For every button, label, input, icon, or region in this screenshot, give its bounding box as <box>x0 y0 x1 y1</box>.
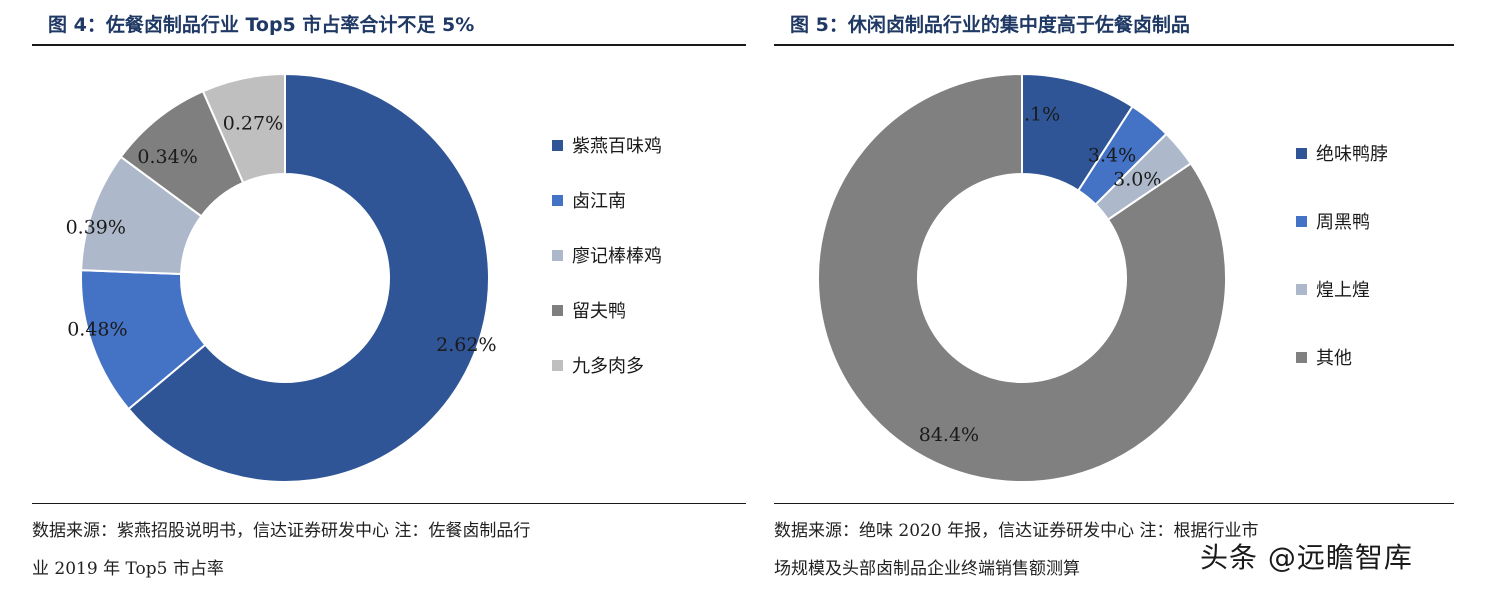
figure-4-title: 图 4：佐餐卤制品行业 Top5 市占率合计不足 5% <box>48 14 475 36</box>
legend-swatch-3 <box>552 250 563 261</box>
figure-5-source-line-2: 场规模及头部卤制品企业终端销售额测算 <box>774 559 1080 579</box>
donut-slice-4 <box>817 72 1227 483</box>
legend-label-1: 绝味鸭脖 <box>1316 144 1388 165</box>
slice-label-3: 3.0% <box>1113 169 1161 191</box>
legend-swatch-2 <box>1296 216 1307 227</box>
legend-swatch-3 <box>1296 284 1307 295</box>
slice-label-1: 2.62% <box>436 334 496 356</box>
legend-label-3: 煌上煌 <box>1316 280 1370 301</box>
slice-label-5: 0.27% <box>223 112 283 134</box>
figure-4-source: 数据来源：紫燕招股说明书，信达证券研发中心 注：佐餐卤制品行 业 2019 年 … <box>32 512 746 588</box>
slice-label-2: 0.48% <box>67 318 127 340</box>
legend-swatch-4 <box>552 305 563 316</box>
slice-label-4: 0.34% <box>137 146 197 168</box>
figure-4-source-line-1: 数据来源：紫燕招股说明书，信达证券研发中心 注：佐餐卤制品行 <box>32 521 531 541</box>
donut-slice-5 <box>201 72 286 185</box>
figure-5-panel: 图 5：休闲卤制品行业的集中度高于佐餐卤制品 9.1% 3.4% 3.0% 84.4%… <box>774 0 1454 595</box>
legend-label-3: 廖记棒棒鸡 <box>572 246 662 267</box>
figure-5-top-rule <box>774 44 1454 46</box>
legend-label-2: 卤江南 <box>572 191 626 212</box>
legend-swatch-1 <box>1296 148 1307 159</box>
legend-label-5: 九多肉多 <box>572 356 644 377</box>
legend-label-1: 紫燕百味鸡 <box>572 136 662 157</box>
figure-5-source-line-1: 数据来源：绝味 2020 年报，信达证券研发中心 注：根据行业市 <box>774 521 1259 541</box>
figure-4-panel: 图 4：佐餐卤制品行业 Top5 市占率合计不足 5% 2.62% 0.48% 0.… <box>32 0 746 595</box>
legend-label-2: 周黑鸭 <box>1316 212 1370 233</box>
figure-4-top-rule <box>32 44 746 46</box>
figure-4-donut-chart: 2.62% 0.48% 0.39% 0.34% 0.27% 紫燕百味鸡卤江南廖记棒棒鸡留夫… <box>66 72 662 483</box>
figure-4-source-line-2: 业 2019 年 Top5 市占率 <box>32 559 224 579</box>
slice-label-1: 9.1% <box>1012 103 1060 125</box>
legend-swatch-1 <box>552 140 563 151</box>
legend-swatch-4 <box>1296 352 1307 363</box>
figure-5-bottom-rule <box>774 503 1454 504</box>
legend-swatch-2 <box>552 195 563 206</box>
slice-label-4: 84.4% <box>919 424 979 446</box>
donut-slice-1 <box>127 72 490 483</box>
legend-label-4: 其他 <box>1316 348 1352 369</box>
figure-5-source: 数据来源：绝味 2020 年报，信达证券研发中心 注：根据行业市 场规模及头部卤… <box>774 512 1454 588</box>
figure-5-title: 图 5：休闲卤制品行业的集中度高于佐餐卤制品 <box>790 14 1190 36</box>
slice-label-3: 0.39% <box>66 216 126 238</box>
legend-swatch-5 <box>552 360 563 371</box>
slice-label-2: 3.4% <box>1088 145 1136 167</box>
legend-label-4: 留夫鸭 <box>572 301 626 322</box>
figure-4-bottom-rule <box>32 503 746 504</box>
watermark: 头条 @远瞻智库 <box>1200 541 1413 574</box>
